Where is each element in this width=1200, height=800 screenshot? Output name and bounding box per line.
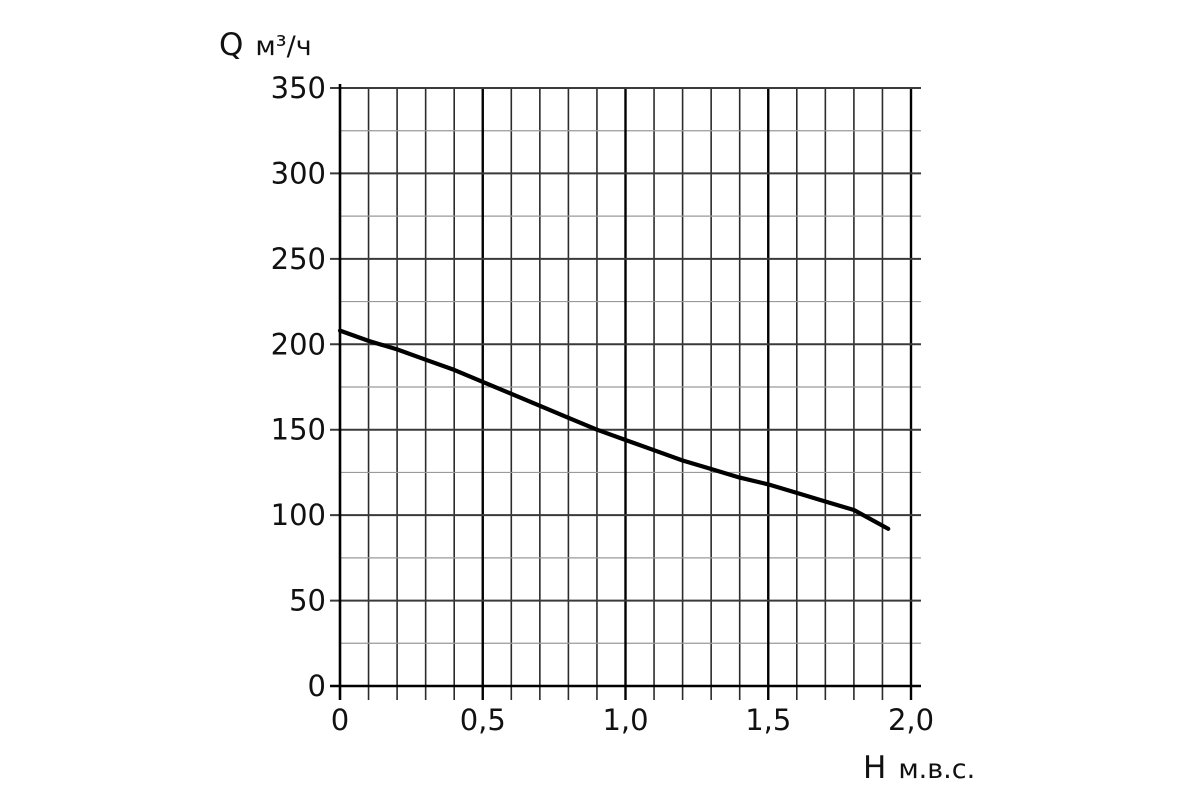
- x-tick-labels: 0 0,5 1,0 1,5 2,0: [331, 703, 934, 737]
- y-axis-symbol: Q: [219, 27, 243, 63]
- x-axis-label: H м.в.с.: [863, 750, 975, 786]
- x-tick-label: 2,0: [888, 703, 934, 737]
- y-tick-label: 350: [271, 71, 326, 105]
- x-tick-label: 0: [331, 703, 349, 737]
- x-tick-label: 0,5: [460, 703, 506, 737]
- axes: [330, 84, 921, 700]
- y-tick-label: 150: [271, 413, 326, 447]
- series-layer: [337, 328, 891, 531]
- x-axis-unit: м.в.с.: [898, 754, 975, 785]
- x-axis-symbol: H: [863, 750, 886, 786]
- series-line: [337, 328, 891, 531]
- y-tick-label: 50: [289, 584, 326, 618]
- y-tick-label: 100: [271, 498, 326, 532]
- y-tick-label: 200: [271, 327, 326, 361]
- y-axis-label: Q м³/ч: [219, 27, 312, 63]
- major-grid: [330, 87, 921, 700]
- y-tick-label: 300: [271, 156, 326, 190]
- x-tick-label: 1,5: [745, 703, 791, 737]
- minor-grid: [340, 88, 921, 700]
- y-tick-label: 250: [271, 242, 326, 276]
- x-tick-label: 1,0: [602, 703, 648, 737]
- y-tick-label: 0: [308, 669, 326, 703]
- y-axis-unit: м³/ч: [255, 31, 311, 62]
- y-tick-labels: 0 50 100 150 200 250 300 350: [271, 71, 326, 703]
